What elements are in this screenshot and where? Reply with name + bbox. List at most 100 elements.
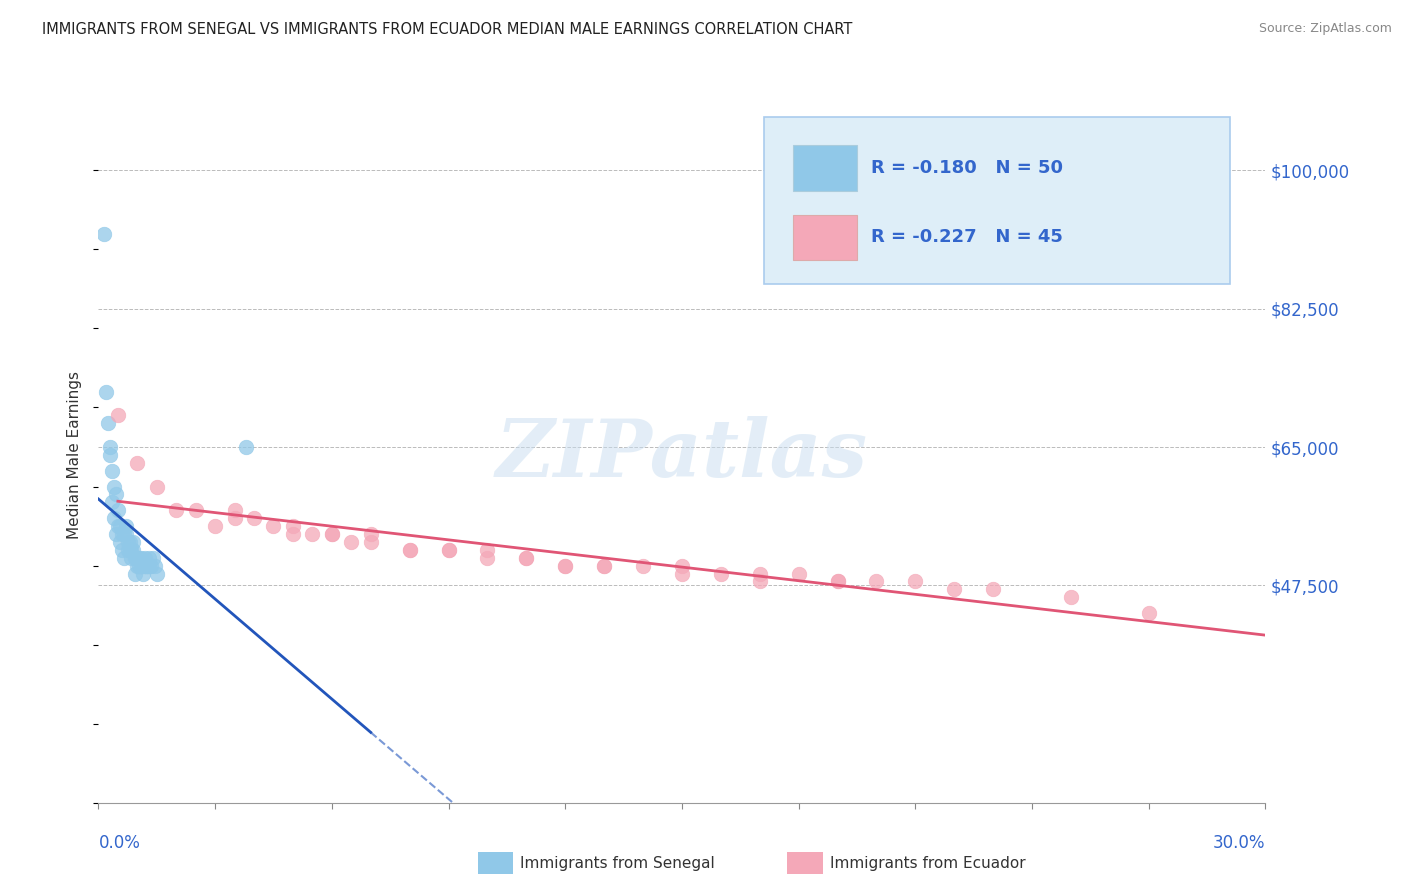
Point	[101, 464, 124, 478]
Point	[224, 503, 246, 517]
Text: Source: ZipAtlas.com: Source: ZipAtlas.com	[1258, 22, 1392, 36]
Point	[121, 550, 143, 565]
Point	[477, 542, 499, 557]
Point	[1137, 606, 1160, 620]
Point	[904, 574, 927, 589]
Text: ZIPatlas: ZIPatlas	[496, 417, 868, 493]
Point	[515, 550, 537, 565]
Point	[671, 566, 693, 581]
Point	[437, 542, 460, 557]
Point	[204, 519, 226, 533]
Point	[122, 535, 145, 549]
Point	[224, 511, 246, 525]
Point	[865, 574, 887, 589]
Point	[146, 566, 169, 581]
Point	[108, 519, 131, 533]
Point	[101, 495, 124, 509]
Point	[710, 566, 733, 581]
Point	[138, 558, 160, 573]
Point	[118, 542, 141, 557]
Y-axis label: Median Male Earnings: Median Male Earnings	[67, 371, 83, 539]
Point	[138, 550, 160, 565]
FancyBboxPatch shape	[793, 215, 858, 260]
Point	[787, 566, 810, 581]
Point	[262, 519, 284, 533]
Point	[554, 558, 576, 573]
Point	[134, 550, 156, 565]
Point	[107, 503, 129, 517]
Point	[129, 558, 152, 573]
Point	[124, 550, 146, 565]
Point	[477, 550, 499, 565]
Point	[340, 535, 363, 549]
Point	[96, 384, 118, 399]
Point	[128, 550, 150, 565]
Point	[301, 527, 323, 541]
Point	[117, 535, 139, 549]
Text: 0.0%: 0.0%	[98, 834, 141, 852]
Point	[631, 558, 654, 573]
Point	[554, 558, 576, 573]
Point	[98, 440, 121, 454]
Point	[1060, 591, 1083, 605]
Point	[114, 519, 136, 533]
Point	[136, 558, 159, 573]
Point	[437, 542, 460, 557]
Point	[117, 542, 139, 557]
Point	[146, 479, 169, 493]
Point	[111, 527, 134, 541]
Point	[104, 487, 127, 501]
Point	[104, 527, 127, 541]
Point	[165, 503, 187, 517]
Point	[142, 550, 165, 565]
Point	[136, 558, 159, 573]
Point	[111, 542, 134, 557]
Point	[748, 566, 770, 581]
Point	[748, 574, 770, 589]
Point	[128, 558, 150, 573]
Point	[243, 511, 266, 525]
Point	[132, 566, 155, 581]
Point	[97, 417, 120, 431]
Point	[943, 582, 966, 597]
Point	[281, 527, 304, 541]
Point	[103, 511, 125, 525]
Point	[127, 550, 149, 565]
Text: IMMIGRANTS FROM SENEGAL VS IMMIGRANTS FROM ECUADOR MEDIAN MALE EARNINGS CORRELAT: IMMIGRANTS FROM SENEGAL VS IMMIGRANTS FR…	[42, 22, 852, 37]
Point	[114, 527, 136, 541]
Point	[515, 550, 537, 565]
Point	[108, 535, 131, 549]
Point	[671, 558, 693, 573]
Point	[235, 440, 257, 454]
Point	[127, 456, 149, 470]
Point	[122, 542, 145, 557]
Point	[129, 550, 152, 565]
Point	[184, 503, 207, 517]
Point	[593, 558, 616, 573]
Text: Immigrants from Senegal: Immigrants from Senegal	[520, 856, 716, 871]
Point	[360, 535, 382, 549]
Point	[143, 558, 166, 573]
Point	[127, 558, 149, 573]
Point	[121, 542, 143, 557]
Point	[360, 527, 382, 541]
Point	[398, 542, 420, 557]
Point	[118, 535, 141, 549]
Point	[139, 558, 162, 573]
Point	[981, 582, 1004, 597]
Point	[281, 519, 304, 533]
Point	[98, 448, 121, 462]
Point	[103, 479, 125, 493]
Point	[593, 558, 616, 573]
Point	[134, 558, 156, 573]
Point	[124, 566, 146, 581]
Text: R = -0.227   N = 45: R = -0.227 N = 45	[870, 228, 1063, 246]
Point	[321, 527, 343, 541]
Point	[112, 550, 135, 565]
Point	[132, 558, 155, 573]
Point	[107, 409, 129, 423]
Text: Immigrants from Ecuador: Immigrants from Ecuador	[830, 856, 1025, 871]
Point	[321, 527, 343, 541]
Point	[93, 227, 115, 241]
Text: R = -0.180   N = 50: R = -0.180 N = 50	[870, 159, 1063, 177]
